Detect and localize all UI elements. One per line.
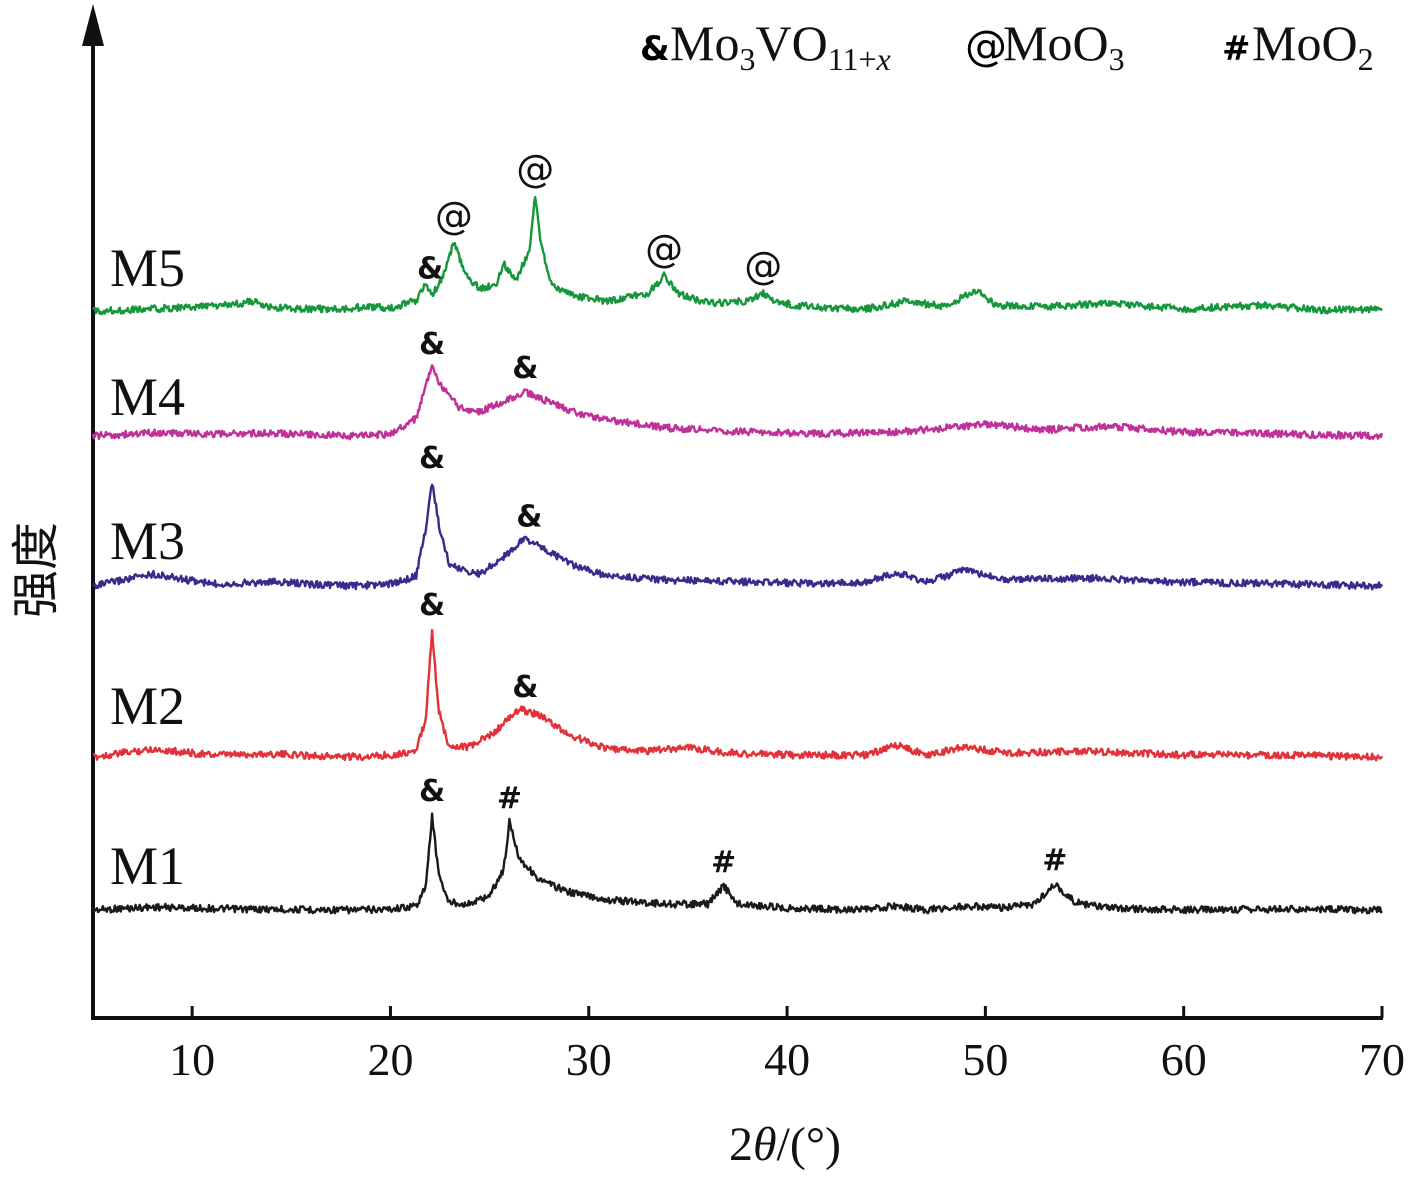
series-line-m3 [92,483,1384,591]
peak-marker-m5-10: & [417,252,443,287]
legend-entry-2: # MoO2 [1222,15,1374,77]
series-line-m5 [92,195,1383,316]
legend-entry-1: @MoO3 [965,15,1125,77]
series-label-m3: M3 [110,511,185,571]
peak-marker-m4-8: & [419,327,445,362]
x-ticks: 10 20 30 40 50 60 70 [169,1006,1405,1085]
legend-entry-0: & Mo3VO11+x [640,15,891,77]
legend-label-1: MoO3 [1003,15,1125,77]
y-axis-title: 强度 [8,522,64,618]
series-line-m2 [92,628,1384,762]
legend-symbol-2: # [1222,29,1251,69]
peak-marker-m2-5: & [512,670,538,705]
labels-layer: M1 M2 M3 M4 M5 [110,238,185,896]
legend-label-2: MoO2 [1252,15,1374,77]
peak-marker-m3-7: & [516,499,542,534]
series-layer [91,195,1384,915]
peak-marker-m3-6: & [419,441,445,476]
x-tick-label-50: 50 [962,1034,1008,1085]
x-tick-label-60: 60 [1161,1034,1207,1085]
peak-marker-m5-12: @ [516,147,554,191]
series-label-m1: M1 [110,836,185,896]
peak-marker-m1-3: # [1042,843,1067,878]
axes: 10 20 30 40 50 60 70 [82,4,1405,1085]
peak-marker-m1-2: # [711,845,736,880]
peak-marker-m5-11: @ [435,194,473,238]
peak-marker-m2-4: & [419,588,445,623]
x-tick-label-30: 30 [566,1034,612,1085]
legend: & Mo3VO11+x @MoO3 # MoO2 [640,15,1374,77]
peak-marker-m5-13: @ [645,227,683,271]
peak-marker-m1-1: # [497,781,522,816]
peak-marker-m4-9: & [512,351,538,386]
series-line-m4 [91,364,1384,441]
x-tick-label-20: 20 [367,1034,413,1085]
x-tick-label-40: 40 [764,1034,810,1085]
series-line-m1 [91,812,1383,915]
legend-symbol-1: @ [965,21,1007,70]
series-label-m5: M5 [110,238,185,298]
series-label-m4: M4 [110,367,185,427]
legend-symbol-0: & [640,29,670,69]
y-axis-arrow [82,4,104,46]
legend-label-0: Mo3VO11+x [670,15,891,77]
peak-markers: & # # # & & & & & & & @ @ @ @ [417,147,1067,880]
x-tick-label-70: 70 [1359,1034,1405,1085]
series-label-m2: M2 [110,676,185,736]
peak-marker-m5-14: @ [744,244,782,288]
x-axis-title: 2θ/(°) [729,1118,841,1171]
peak-marker-m1-0: & [419,774,445,809]
x-tick-label-10: 10 [169,1034,215,1085]
